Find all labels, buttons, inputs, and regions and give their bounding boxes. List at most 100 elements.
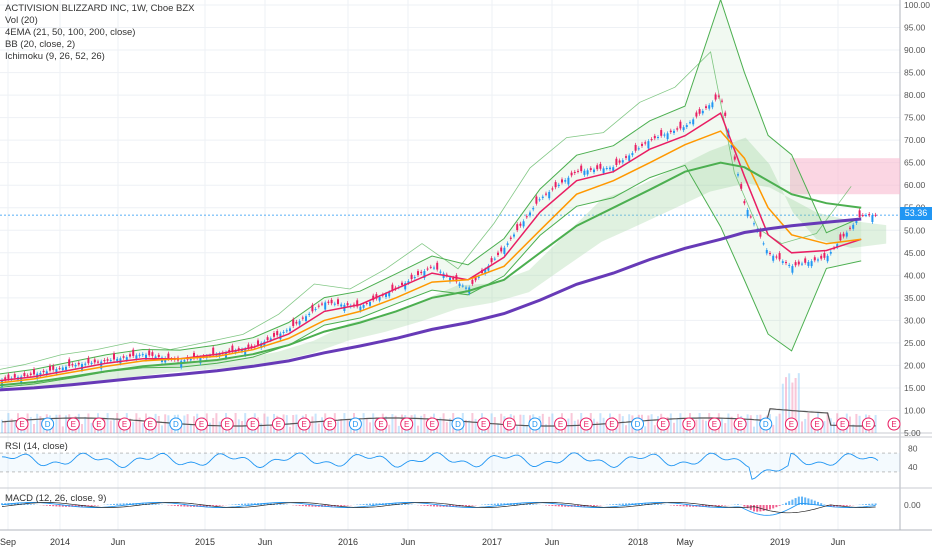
candle-body bbox=[42, 370, 45, 373]
macd-histogram-bar bbox=[653, 503, 656, 505]
volume-bar bbox=[772, 424, 775, 433]
volume-bar bbox=[545, 424, 547, 433]
macd-histogram-bar bbox=[253, 503, 256, 505]
volume-bar bbox=[289, 426, 291, 433]
volume-bar bbox=[4, 420, 7, 433]
candle-body bbox=[653, 135, 656, 139]
macd-histogram-bar bbox=[141, 503, 144, 505]
candle-body bbox=[849, 227, 851, 229]
macd-histogram-bar bbox=[378, 503, 381, 505]
volume-bar bbox=[855, 413, 858, 433]
macd-histogram-bar bbox=[116, 503, 119, 505]
macd-histogram-bar bbox=[874, 503, 877, 505]
macd-histogram-bar bbox=[871, 503, 874, 505]
candle-body bbox=[509, 237, 512, 239]
volume-bar bbox=[823, 421, 826, 433]
cloud-fill bbox=[20, 137, 887, 391]
rsi-tick-label: 40 bbox=[908, 462, 918, 472]
candle-body bbox=[49, 365, 51, 371]
candle-body bbox=[145, 354, 147, 360]
macd-histogram-bar bbox=[148, 503, 151, 505]
candle-body bbox=[666, 133, 669, 140]
time-axis[interactable]: Sep 2014 Jun 2015 Jun 2016 Jun 2017 Jun 2018 May 20… bbox=[0, 537, 845, 547]
volume-bar bbox=[468, 420, 471, 433]
candle-body bbox=[689, 122, 691, 124]
y-tick-label: 20.00 bbox=[904, 360, 926, 370]
macd-histogram-bar bbox=[13, 503, 16, 505]
ema-indicator-label[interactable]: 4EMA (21, 50, 100, 200, close) bbox=[5, 27, 136, 38]
y-tick-label: 80.00 bbox=[904, 90, 926, 100]
candle-body bbox=[65, 366, 67, 370]
bb-indicator-label[interactable]: BB (20, close, 2) bbox=[5, 39, 76, 50]
volume-indicator-label[interactable]: Vol (20) bbox=[5, 15, 38, 26]
volume-bar bbox=[10, 418, 13, 433]
candle-body bbox=[244, 348, 247, 356]
volume-bar bbox=[157, 415, 160, 433]
macd-histogram-bar bbox=[423, 505, 426, 506]
macd-histogram-bar bbox=[26, 504, 29, 505]
macd-label[interactable]: MACD (12, 26, close, 9) bbox=[5, 493, 107, 504]
earnings-marker bbox=[707, 417, 721, 431]
rsi-label[interactable]: RSI (14, close) bbox=[5, 441, 68, 452]
symbol-title[interactable]: ACTIVISION BLIZZARD INC, 1W, Cboe BZX bbox=[5, 3, 195, 14]
macd-histogram-bar bbox=[465, 505, 467, 507]
macd-histogram-bar bbox=[781, 504, 784, 505]
macd-histogram-bar bbox=[493, 503, 496, 505]
macd-histogram-bar bbox=[529, 503, 531, 505]
candle-body bbox=[733, 156, 736, 160]
candle-body bbox=[314, 308, 317, 310]
candle-body bbox=[503, 247, 506, 254]
earnings-marker-label: E bbox=[225, 420, 230, 429]
macd-histogram-bar bbox=[55, 505, 58, 507]
volume-bar bbox=[161, 425, 163, 433]
volume-bar bbox=[833, 422, 835, 433]
earnings-marker bbox=[297, 417, 311, 431]
macd-histogram-bar bbox=[749, 505, 752, 510]
macd-histogram-bar bbox=[685, 505, 688, 507]
earnings-marker-label: E bbox=[584, 420, 589, 429]
macd-histogram-bar bbox=[641, 503, 643, 505]
candle-body bbox=[7, 374, 10, 379]
candle-body bbox=[596, 165, 599, 170]
earnings-marker bbox=[605, 417, 619, 431]
candle-body bbox=[845, 232, 848, 237]
earnings-marker bbox=[92, 417, 106, 431]
macd-histogram-bar bbox=[564, 505, 567, 507]
macd-histogram-bar bbox=[205, 505, 208, 507]
earnings-marker bbox=[374, 417, 388, 431]
volume-bar bbox=[164, 414, 167, 433]
macd-histogram-bar bbox=[244, 503, 247, 505]
candle-body bbox=[295, 321, 298, 324]
candle-body bbox=[650, 139, 653, 141]
ichimoku-lagging bbox=[0, 51, 852, 370]
volume-bar bbox=[596, 421, 599, 433]
candle-body bbox=[554, 182, 557, 188]
macd-histogram-bar bbox=[122, 503, 125, 505]
volume-bar bbox=[577, 419, 579, 433]
macd-histogram-bar bbox=[295, 505, 298, 506]
volume-bar bbox=[423, 413, 426, 433]
candle-body bbox=[122, 356, 125, 358]
candle-body bbox=[685, 125, 688, 128]
macd-histogram-bar bbox=[628, 503, 631, 505]
price-axis[interactable]: 100.00 95.00 90.00 85.00 80.00 75.00 70.00 65.0… bbox=[904, 0, 930, 438]
macd-histogram-bar bbox=[330, 505, 333, 507]
earnings-marker-label: E bbox=[19, 420, 24, 429]
macd-histogram-bar bbox=[401, 503, 403, 505]
ichimoku-indicator-label[interactable]: Ichimoku (9, 26, 52, 26) bbox=[5, 51, 105, 62]
candle-body bbox=[365, 302, 368, 304]
x-tick-label: Jun bbox=[401, 537, 416, 547]
earnings-marker-label: E bbox=[250, 420, 255, 429]
volume-bar bbox=[58, 414, 61, 433]
volume-bar bbox=[260, 423, 263, 433]
earnings-marker-label: E bbox=[276, 420, 281, 429]
candle-body bbox=[461, 285, 464, 287]
candle-body bbox=[231, 345, 234, 352]
candle-body bbox=[580, 165, 583, 172]
candle-body bbox=[669, 130, 672, 133]
candle-body bbox=[29, 373, 32, 375]
volume-bar bbox=[548, 416, 551, 433]
candle-body bbox=[820, 255, 823, 259]
